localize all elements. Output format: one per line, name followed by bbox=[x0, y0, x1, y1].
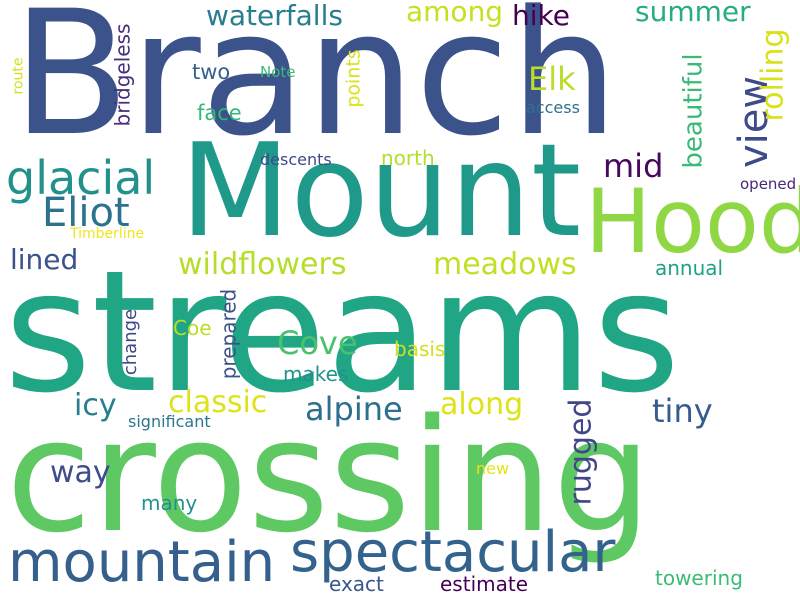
word-waterfalls: waterfalls bbox=[206, 0, 343, 32]
word-makes: makes bbox=[283, 362, 349, 386]
word-icy: icy bbox=[74, 388, 117, 423]
word-coe: Coe bbox=[173, 316, 212, 340]
word-meadows: meadows bbox=[433, 247, 577, 282]
word-prepared: prepared bbox=[216, 288, 241, 380]
word-points: points bbox=[342, 49, 365, 108]
word-timberline: Timberline bbox=[70, 226, 145, 242]
word-mount: Mount bbox=[180, 117, 582, 266]
word-estimate: estimate bbox=[440, 572, 529, 596]
word-summer: summer bbox=[635, 0, 751, 28]
word-access: access bbox=[526, 98, 580, 117]
word-lined: lined bbox=[10, 243, 79, 276]
word-cove: Cove bbox=[277, 324, 358, 362]
word-two: two bbox=[192, 60, 231, 84]
word-note: Note bbox=[260, 63, 296, 81]
word-significant: significant bbox=[128, 412, 211, 431]
word-glacial: glacial bbox=[6, 151, 156, 205]
word-change: change bbox=[120, 308, 142, 376]
word-beautiful: beautiful bbox=[678, 53, 709, 169]
word-tiny: tiny bbox=[652, 392, 713, 430]
word-along: along bbox=[440, 387, 524, 422]
word-descents: descents bbox=[260, 150, 332, 169]
word-mid: mid bbox=[603, 147, 664, 185]
word-basis: basis bbox=[394, 337, 446, 361]
word-elk: Elk bbox=[528, 60, 576, 98]
word-new: new bbox=[476, 459, 510, 478]
word-hike: hike bbox=[512, 0, 570, 32]
word-branch: Branch bbox=[12, 0, 619, 174]
word-way: way bbox=[50, 455, 111, 490]
word-route: route bbox=[10, 57, 27, 95]
word-spectacular: spectacular bbox=[290, 520, 616, 585]
word-classic: classic bbox=[168, 385, 268, 420]
word-many: many bbox=[141, 491, 198, 515]
word-annual: annual bbox=[655, 256, 724, 280]
word-mountain: mountain bbox=[8, 530, 276, 595]
word-alpine: alpine bbox=[305, 390, 403, 428]
word-rolling: rolling bbox=[755, 28, 791, 122]
word-wildflowers: wildflowers bbox=[178, 247, 347, 282]
word-face: face bbox=[197, 101, 242, 125]
word-opened: opened bbox=[740, 175, 797, 193]
word-streams: streams bbox=[4, 234, 681, 430]
word-among: among bbox=[406, 0, 504, 28]
word-rugged: rugged bbox=[563, 398, 599, 506]
word-crossing: crossing bbox=[6, 385, 652, 567]
word-hood: Hood bbox=[585, 170, 800, 273]
word-towering: towering bbox=[655, 566, 743, 590]
word-exact: exact bbox=[329, 572, 384, 596]
word-north: north bbox=[381, 146, 435, 170]
word-eliot: Eliot bbox=[42, 190, 130, 236]
word-bridgeless: bridgeless bbox=[110, 23, 135, 127]
